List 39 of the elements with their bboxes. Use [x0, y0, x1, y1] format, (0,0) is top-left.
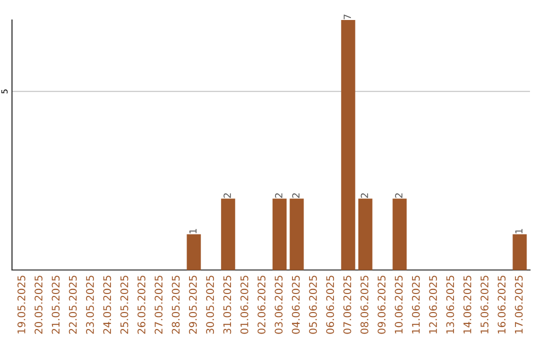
x-tick-label: 16.06.2025 [498, 276, 506, 334]
x-tick-label: 14.06.2025 [463, 276, 472, 334]
x-tick-label: 08.06.2025 [360, 276, 368, 334]
data-label: 7 [344, 14, 351, 20]
x-tick-label: 06.06.2025 [326, 276, 334, 334]
x-tick-label: 29.05.2025 [188, 276, 197, 334]
x-tick-label: 31.05.2025 [223, 276, 232, 334]
data-label: 2 [224, 193, 231, 198]
x-tick-label: 30.05.2025 [206, 276, 214, 334]
x-tick-label: 22.05.2025 [68, 276, 77, 334]
data-label: 1 [189, 229, 196, 234]
data-label: 2 [292, 193, 300, 198]
data-label: 2 [360, 193, 368, 198]
data-label: 1 [515, 229, 522, 234]
x-tick-label: 05.06.2025 [309, 276, 317, 334]
x-tick-label: 02.06.2025 [258, 276, 266, 334]
x-tick-label: 15.06.2025 [480, 276, 488, 334]
y-tick-label: 5 [1, 90, 8, 94]
x-tick-label: 21.05.2025 [52, 276, 60, 334]
x-tick-label: 17.06.2025 [514, 276, 523, 334]
x-tick-label: 20.05.2025 [34, 276, 42, 334]
x-tick-label: 24.05.2025 [103, 276, 112, 334]
x-tick-label: 25.05.2025 [120, 276, 128, 334]
x-tick-label: 03.06.2025 [274, 276, 283, 334]
data-label: 2 [395, 193, 402, 198]
x-tick-label: 07.06.2025 [343, 276, 352, 334]
x-tick-label: 13.06.2025 [446, 276, 454, 334]
x-tick-label: 28.05.2025 [172, 276, 180, 334]
x-tick-label: 01.06.2025 [240, 276, 248, 334]
x-tick-label: 09.06.2025 [378, 276, 386, 334]
data-label: 2 [275, 193, 282, 198]
x-tick-label: 11.06.2025 [412, 276, 420, 334]
x-tick-label: 23.05.2025 [86, 276, 94, 334]
x-tick-label: 12.06.2025 [429, 276, 437, 334]
x-tick-label: 19.05.2025 [17, 276, 26, 334]
x-tick-label: 26.05.2025 [138, 276, 146, 334]
x-tick-label: 04.06.2025 [292, 276, 300, 334]
x-tick-label: 10.06.2025 [394, 276, 403, 334]
x-tick-label: 27.05.2025 [154, 276, 163, 334]
